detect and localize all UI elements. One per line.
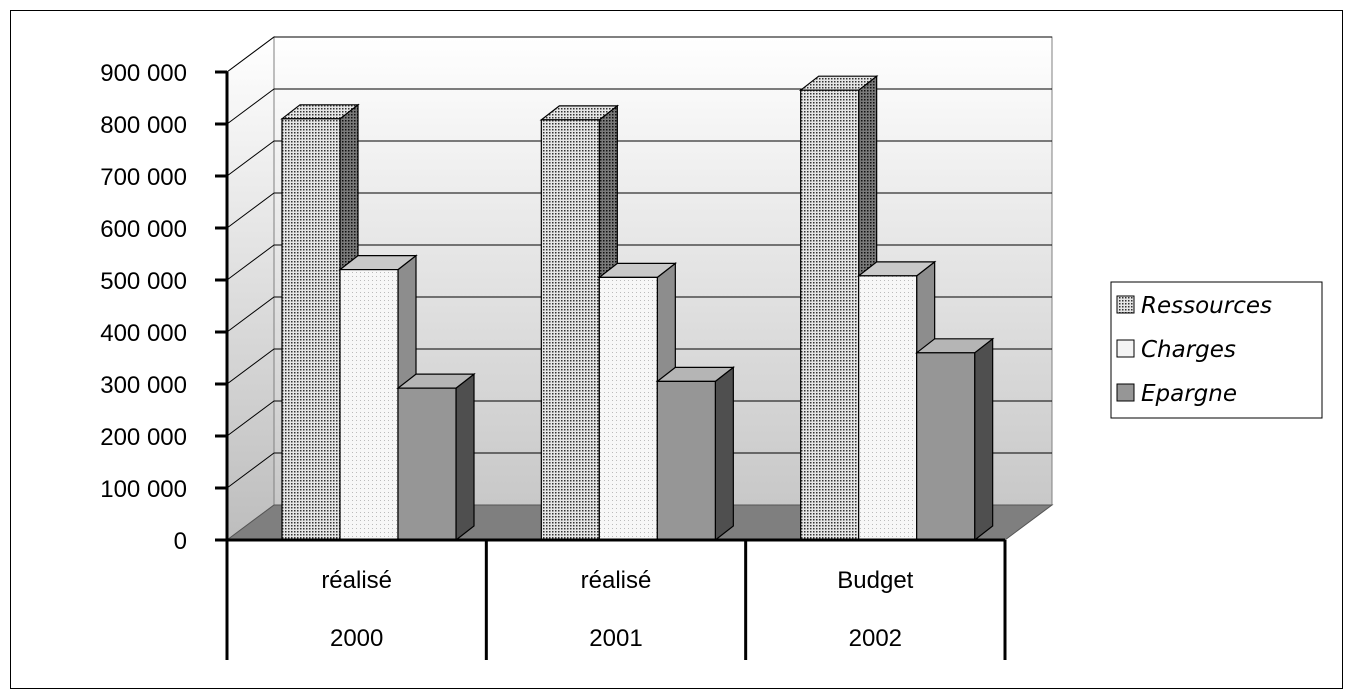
x-tick-label: réalisé	[321, 567, 392, 594]
y-tick-label: 800 000	[100, 112, 187, 139]
gridlines	[226, 36, 1052, 489]
x-tick-label: 2001	[589, 625, 642, 652]
y-tick-label: 0	[174, 528, 187, 555]
y-tick-label: 200 000	[100, 424, 187, 451]
legend-swatch	[1116, 339, 1135, 358]
x-tick-label: 2002	[849, 625, 902, 652]
legend-swatch	[1116, 295, 1135, 314]
gridline	[226, 244, 1052, 281]
gridline	[226, 400, 1052, 437]
gridline	[226, 140, 1052, 177]
legend-entry: Epargne	[1141, 381, 1237, 407]
gridline	[226, 88, 1052, 125]
y-tick-label: 100 000	[100, 476, 187, 503]
y-tick-label: 300 000	[100, 372, 187, 399]
y-tick-label: 900 000	[100, 60, 187, 87]
bar-epargne-1	[655, 366, 736, 542]
legend: Ressources Charges Epargne	[1110, 281, 1323, 419]
legend-swatch	[1116, 383, 1135, 402]
x-tick-label: Budget	[837, 567, 913, 594]
y-tick-label: 500 000	[100, 268, 187, 295]
y-axis: 0 100 000 200 000 300 000 400 000 500 000 600 …	[100, 60, 229, 555]
bar-epargne-0	[396, 372, 476, 542]
legend-box	[1110, 281, 1323, 419]
legend-entry: Ressources	[1141, 293, 1272, 319]
y-tick-label: 400 000	[100, 320, 187, 347]
x-tick-label: 2000	[330, 625, 383, 652]
side-wall	[226, 36, 275, 541]
gridline	[226, 192, 1052, 229]
gridline	[226, 348, 1052, 385]
y-tick-label: 600 000	[100, 216, 187, 243]
gridline	[226, 452, 1052, 489]
gridline	[226, 296, 1052, 333]
x-tick-label: réalisé	[581, 567, 652, 594]
y-tick-label: 700 000	[100, 164, 187, 191]
gridline	[226, 36, 1052, 73]
bar-epargne-2	[914, 337, 995, 542]
legend-entry: Charges	[1141, 337, 1236, 363]
x-axis: réalisé 2000 réalisé 2001 Budget 2002	[225, 538, 1007, 660]
